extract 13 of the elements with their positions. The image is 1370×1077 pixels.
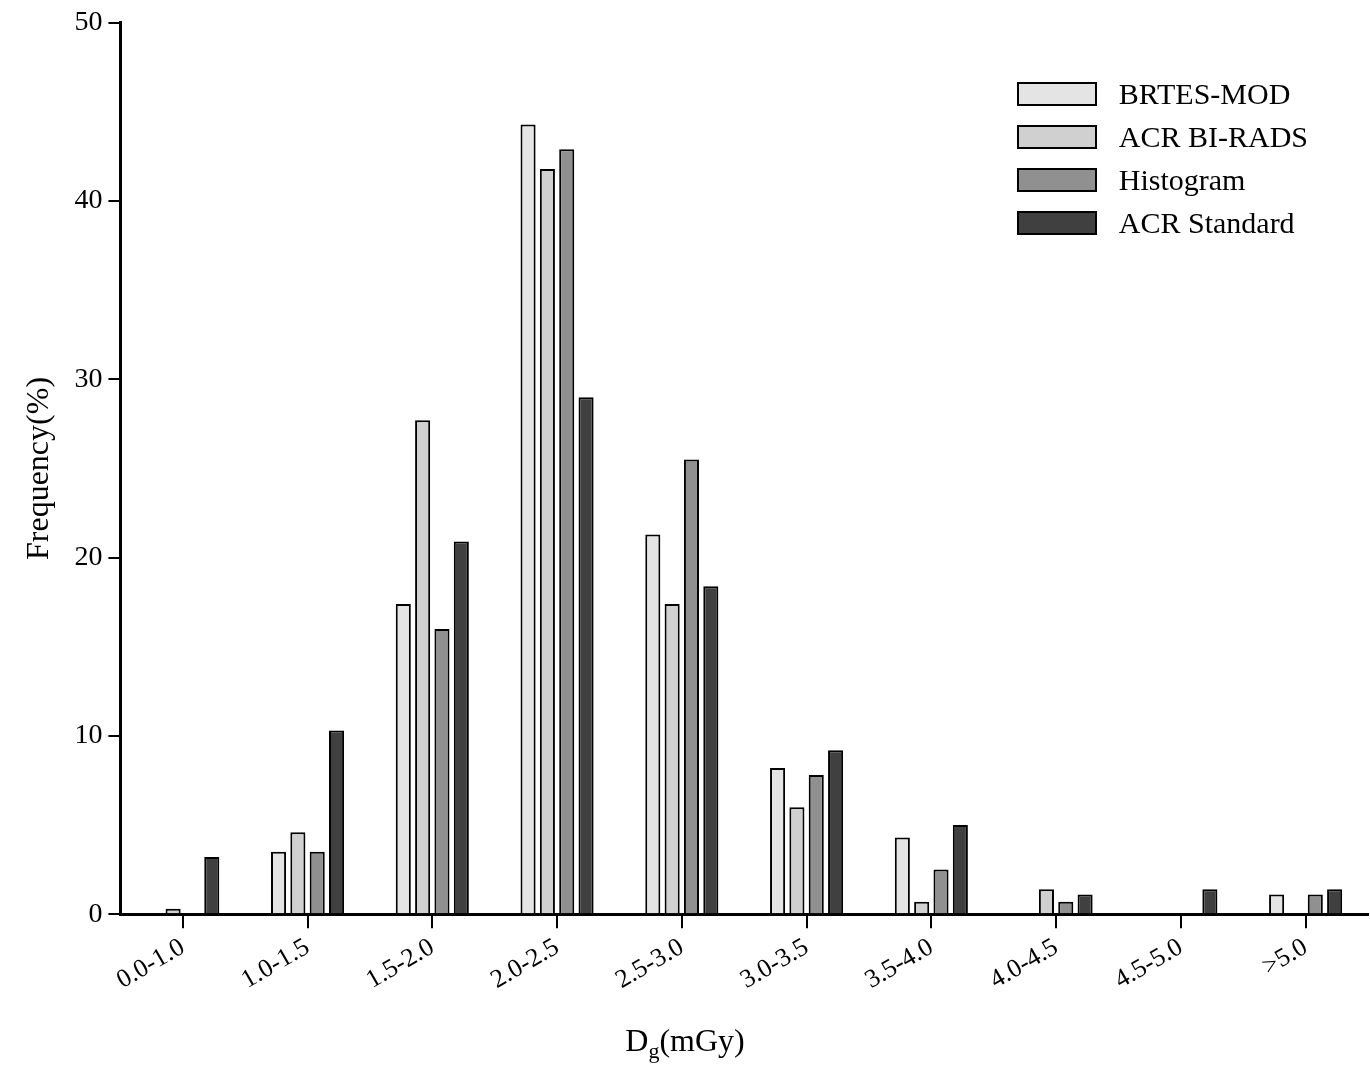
y-tick-label: 50 [74, 5, 103, 37]
y-tick-label: 30 [74, 361, 103, 393]
legend-label: BRTES-MOD [1118, 77, 1291, 112]
y-axis-title: Frequency(%) [18, 376, 55, 560]
legend-label: Histogram [1118, 163, 1246, 198]
y-tick-label: 10 [74, 718, 103, 750]
x-axis-title: D$_{g}$(mGy) [624, 1022, 746, 1065]
legend-label: ACR BI-RADS [1118, 120, 1308, 155]
y-tick-label: 40 [74, 183, 103, 215]
legend-label: ACR Standard [1118, 206, 1295, 241]
x-tick-label: >5.0 [1256, 931, 1313, 981]
y-tick-label: 0 [88, 896, 103, 928]
y-tick-label: 20 [74, 539, 103, 571]
